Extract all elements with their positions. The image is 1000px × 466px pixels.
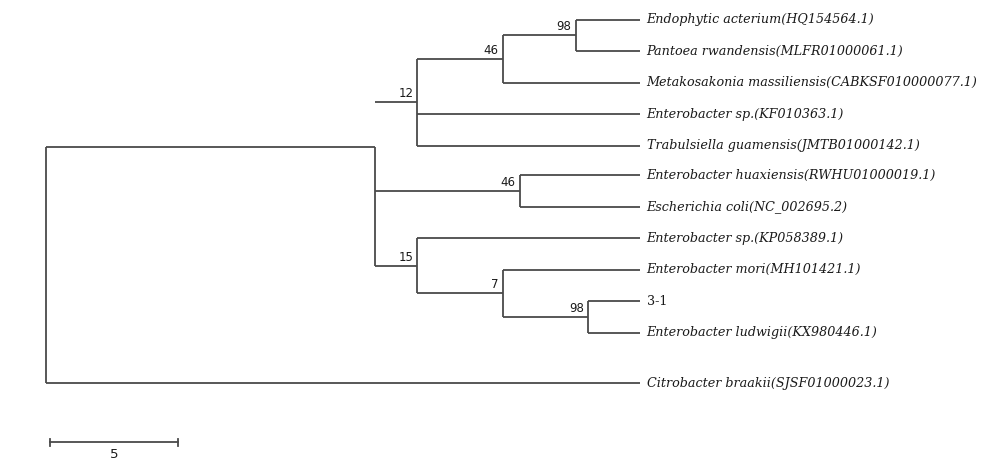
Text: 98: 98 [556, 20, 571, 33]
Text: Escherichia coli(NC_002695.2): Escherichia coli(NC_002695.2) [647, 200, 848, 213]
Text: Enterobacter sp.(KF010363.1): Enterobacter sp.(KF010363.1) [647, 108, 844, 121]
Text: 5: 5 [110, 448, 118, 461]
Text: Trabulsiella guamensis(JMTB01000142.1): Trabulsiella guamensis(JMTB01000142.1) [647, 139, 919, 152]
Text: 15: 15 [398, 251, 413, 264]
Text: Enterobacter mori(MH101421.1): Enterobacter mori(MH101421.1) [647, 263, 861, 276]
Text: Enterobacter sp.(KP058389.1): Enterobacter sp.(KP058389.1) [647, 232, 844, 245]
Text: 7: 7 [491, 278, 499, 291]
Text: 3-1: 3-1 [647, 295, 667, 308]
Text: Pantoea rwandensis(MLFR01000061.1): Pantoea rwandensis(MLFR01000061.1) [647, 45, 903, 58]
Text: Enterobacter huaxiensis(RWHU01000019.1): Enterobacter huaxiensis(RWHU01000019.1) [647, 169, 936, 182]
Text: Enterobacter ludwigii(KX980446.1): Enterobacter ludwigii(KX980446.1) [647, 326, 877, 339]
Text: Endophytic acterium(HQ154564.1): Endophytic acterium(HQ154564.1) [647, 13, 874, 26]
Text: 12: 12 [398, 87, 413, 100]
Text: Citrobacter braakii(SJSF01000023.1): Citrobacter braakii(SJSF01000023.1) [647, 377, 889, 390]
Text: 98: 98 [569, 302, 584, 315]
Text: Metakosakonia massiliensis(CABKSF010000077.1): Metakosakonia massiliensis(CABKSF0100000… [647, 76, 977, 89]
Text: 46: 46 [501, 176, 516, 189]
Text: 46: 46 [484, 44, 499, 57]
